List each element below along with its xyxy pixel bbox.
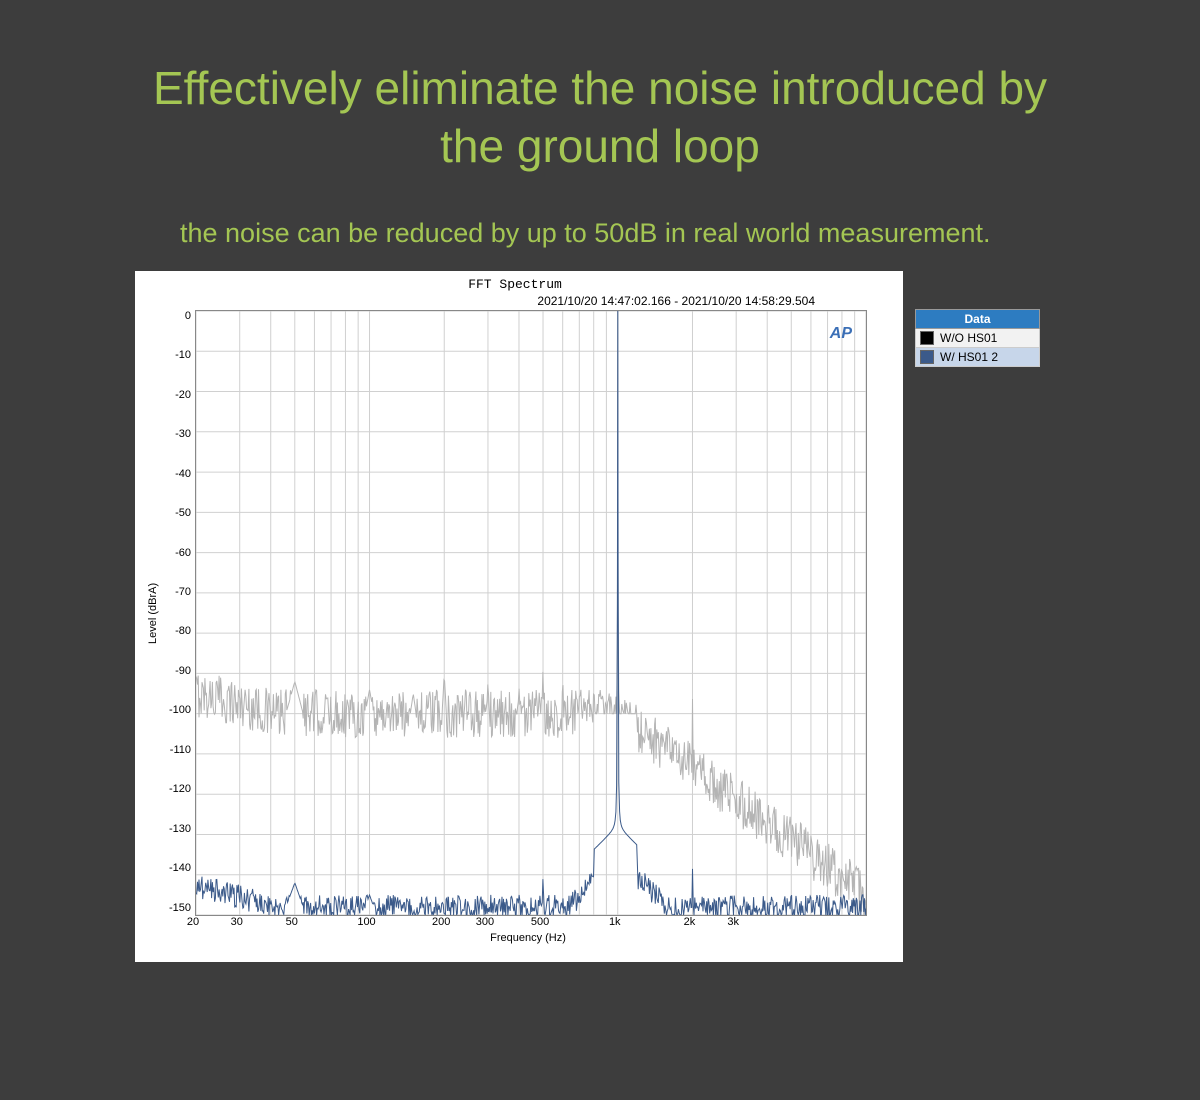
page-container: Effectively eliminate the noise introduc… bbox=[0, 0, 1200, 1002]
y-tick-label: -20 bbox=[161, 389, 191, 401]
legend-swatch bbox=[920, 331, 934, 345]
x-tick-label: 20 bbox=[187, 916, 199, 928]
chart-timestamp: 2021/10/20 14:47:02.166 - 2021/10/20 14:… bbox=[145, 294, 885, 308]
x-tick-label: 2k bbox=[684, 916, 696, 928]
y-tick-label: -10 bbox=[161, 349, 191, 361]
chart-title: FFT Spectrum bbox=[145, 277, 885, 292]
y-tick-label: -50 bbox=[161, 507, 191, 519]
y-tick-label: -100 bbox=[161, 704, 191, 716]
y-tick-label: -80 bbox=[161, 625, 191, 637]
series-0 bbox=[196, 311, 866, 915]
y-tick-label: -110 bbox=[161, 744, 191, 756]
plot-row: Level (dBrA) 0 -10 -20 -30 -40 -50 -60 -70 -80 -9… bbox=[145, 310, 885, 916]
y-tick-label: -120 bbox=[161, 783, 191, 795]
legend-rows: W/O HS01 W/ HS01 2 bbox=[915, 329, 1040, 367]
x-tick-label: 100 bbox=[357, 916, 375, 928]
x-tick-label: 3k bbox=[727, 916, 739, 928]
legend-row[interactable]: W/ HS01 2 bbox=[915, 348, 1040, 367]
x-tick-label: 500 bbox=[531, 916, 549, 928]
x-tick-label: 50 bbox=[286, 916, 298, 928]
x-tick-label: 300 bbox=[476, 916, 494, 928]
y-axis-label: Level (dBrA) bbox=[145, 310, 161, 916]
legend-label: W/O HS01 bbox=[940, 331, 997, 345]
y-tick-label: -90 bbox=[161, 665, 191, 677]
y-tick-label: -150 bbox=[161, 902, 191, 914]
x-axis-label: Frequency (Hz) bbox=[193, 932, 863, 944]
y-ticks: 0 -10 -20 -30 -40 -50 -60 -70 -80 -90 -100 -110 -120… bbox=[161, 310, 195, 914]
x-ticks: 2030501002003005001k2k3k bbox=[193, 916, 865, 932]
y-tick-label: -70 bbox=[161, 586, 191, 598]
x-tick-label: 30 bbox=[231, 916, 243, 928]
y-tick-label: -40 bbox=[161, 468, 191, 480]
y-tick-label: -130 bbox=[161, 823, 191, 835]
y-tick-label: 0 bbox=[161, 310, 191, 322]
page-subtext: the noise can be reduced by up to 50dB i… bbox=[180, 215, 1040, 253]
chart-wrap: FFT Spectrum 2021/10/20 14:47:02.166 - 2… bbox=[135, 271, 1140, 962]
legend-header: Data bbox=[915, 309, 1040, 329]
x-tick-label: 200 bbox=[432, 916, 450, 928]
y-tick-label: -140 bbox=[161, 862, 191, 874]
plot-svg bbox=[196, 311, 866, 915]
chart-panel: FFT Spectrum 2021/10/20 14:47:02.166 - 2… bbox=[135, 271, 903, 962]
legend-swatch bbox=[920, 350, 934, 364]
plot-area: AP bbox=[195, 310, 867, 916]
legend-panel: Data W/O HS01 W/ HS01 2 bbox=[915, 309, 1040, 367]
ap-badge: AP bbox=[830, 325, 852, 343]
y-tick-label: -60 bbox=[161, 547, 191, 559]
legend-label: W/ HS01 2 bbox=[940, 350, 998, 364]
y-tick-label: -30 bbox=[161, 428, 191, 440]
page-heading: Effectively eliminate the noise introduc… bbox=[150, 60, 1050, 175]
legend-row[interactable]: W/O HS01 bbox=[915, 329, 1040, 348]
x-tick-label: 1k bbox=[609, 916, 621, 928]
